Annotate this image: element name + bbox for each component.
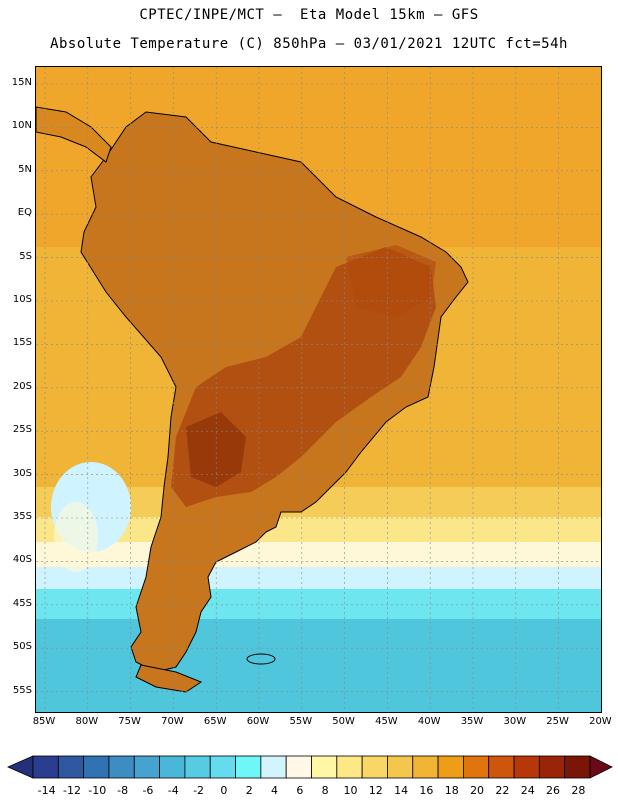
cool-band-2 bbox=[36, 517, 601, 542]
lat-label: 40S bbox=[12, 554, 32, 566]
colorbar-swatch bbox=[311, 755, 338, 779]
lat-label: 5N bbox=[18, 163, 32, 175]
colorbar-label: -12 bbox=[62, 784, 81, 797]
lon-label: 75W bbox=[118, 716, 141, 727]
lat-label: EQ bbox=[17, 207, 32, 219]
pacific-cool-edge bbox=[54, 502, 98, 572]
colorbar-label: 18 bbox=[444, 784, 459, 797]
lon-label: 50W bbox=[332, 716, 355, 727]
cool-band-5 bbox=[36, 589, 601, 619]
map-svg bbox=[36, 67, 601, 712]
colorbar-arrow-left bbox=[7, 755, 34, 779]
lon-label: 20W bbox=[589, 716, 612, 727]
colorbar-label: -2 bbox=[193, 784, 205, 797]
colorbar-label: 22 bbox=[495, 784, 510, 797]
colorbar-swatch bbox=[513, 755, 540, 779]
colorbar-label: -4 bbox=[167, 784, 179, 797]
colorbar-swatch bbox=[538, 755, 566, 779]
colorbar-swatch bbox=[488, 755, 515, 779]
colorbar-arrow-right bbox=[589, 755, 613, 779]
lon-label: 35W bbox=[460, 716, 484, 727]
colorbar-label: -14 bbox=[37, 784, 56, 797]
colorbar-label: 26 bbox=[546, 784, 561, 797]
lon-label: 60W bbox=[246, 716, 270, 727]
lon-label: 70W bbox=[161, 716, 184, 727]
colorbar-label: 4 bbox=[271, 784, 279, 797]
lat-label: 35S bbox=[12, 511, 32, 522]
cold-ocean bbox=[36, 619, 601, 712]
colorbar-swatch bbox=[133, 755, 160, 779]
lat-label: 55S bbox=[12, 684, 32, 696]
cool-band-4 bbox=[36, 567, 601, 589]
lat-label: 15S bbox=[12, 337, 32, 349]
lat-label: 50S bbox=[12, 641, 32, 653]
northeast-hot-area bbox=[346, 245, 436, 317]
lat-label: 30S bbox=[12, 467, 32, 479]
colorbar-label: 2 bbox=[245, 784, 253, 797]
lat-label: 10N bbox=[11, 120, 32, 132]
cool-band-3 bbox=[36, 542, 601, 567]
lon-label: 25W bbox=[546, 716, 569, 727]
colorbar-swatch bbox=[412, 755, 439, 779]
colorbar-label: 20 bbox=[470, 784, 485, 797]
colorbar-label: -10 bbox=[88, 784, 107, 797]
colorbar-label: 0 bbox=[220, 784, 228, 797]
lat-label: 25S bbox=[12, 424, 32, 436]
central-america-land bbox=[36, 106, 112, 163]
temperature-colorbar bbox=[7, 755, 613, 779]
colorbar-swatch bbox=[564, 755, 591, 779]
temperature-map bbox=[35, 66, 602, 713]
colorbar-swatch bbox=[387, 755, 414, 779]
lon-label: 45W bbox=[375, 716, 398, 727]
colorbar-swatch bbox=[108, 755, 135, 779]
colorbar-swatch bbox=[437, 755, 464, 779]
falkland-islands bbox=[246, 653, 276, 665]
colorbar-swatch bbox=[159, 755, 186, 779]
colorbar-swatch bbox=[361, 755, 388, 779]
map-title: CPTEC/INPE/MCT – Eta Model 15km – GFS bbox=[139, 7, 479, 23]
colorbar-swatch bbox=[83, 755, 110, 779]
colorbar-label: 14 bbox=[394, 784, 409, 797]
lon-label: 40W bbox=[417, 716, 441, 727]
colorbar-swatch bbox=[463, 755, 490, 779]
colorbar-swatch bbox=[336, 755, 363, 779]
colorbar-label: 24 bbox=[520, 784, 535, 797]
lat-label: 10S bbox=[12, 294, 32, 305]
colorbar-label: 8 bbox=[321, 784, 329, 797]
colorbar-swatch bbox=[235, 755, 262, 779]
colorbar-swatch bbox=[285, 755, 312, 779]
lon-label: 30W bbox=[503, 716, 527, 727]
lon-label: 65W bbox=[203, 716, 227, 727]
lat-label: 45S bbox=[12, 597, 32, 609]
colorbar-label: -6 bbox=[142, 784, 154, 797]
hot-core-area bbox=[186, 412, 246, 487]
lat-label: 15N bbox=[11, 77, 32, 88]
lat-label: 20S bbox=[12, 380, 32, 392]
colorbar-swatch bbox=[260, 755, 287, 779]
colorbar-label: 16 bbox=[419, 784, 434, 797]
colorbar-label: 10 bbox=[343, 784, 358, 797]
colorbar-label: 6 bbox=[296, 784, 304, 797]
lat-label: 5S bbox=[19, 250, 32, 262]
colorbar-swatch bbox=[184, 755, 211, 779]
colorbar-swatch bbox=[32, 755, 59, 779]
colorbar-label: 12 bbox=[368, 784, 383, 797]
map-subtitle: Absolute Temperature (C) 850hPa – 03/01/… bbox=[50, 36, 568, 52]
lon-label: 85W bbox=[32, 716, 56, 727]
lon-label: 55W bbox=[289, 716, 313, 727]
colorbar-label: -8 bbox=[117, 784, 129, 797]
lon-label: 80W bbox=[75, 716, 99, 727]
colorbar-swatch bbox=[209, 755, 236, 779]
tierra-del-fuego bbox=[135, 664, 203, 693]
colorbar-label: 28 bbox=[571, 784, 586, 797]
colorbar-swatch bbox=[57, 755, 85, 779]
